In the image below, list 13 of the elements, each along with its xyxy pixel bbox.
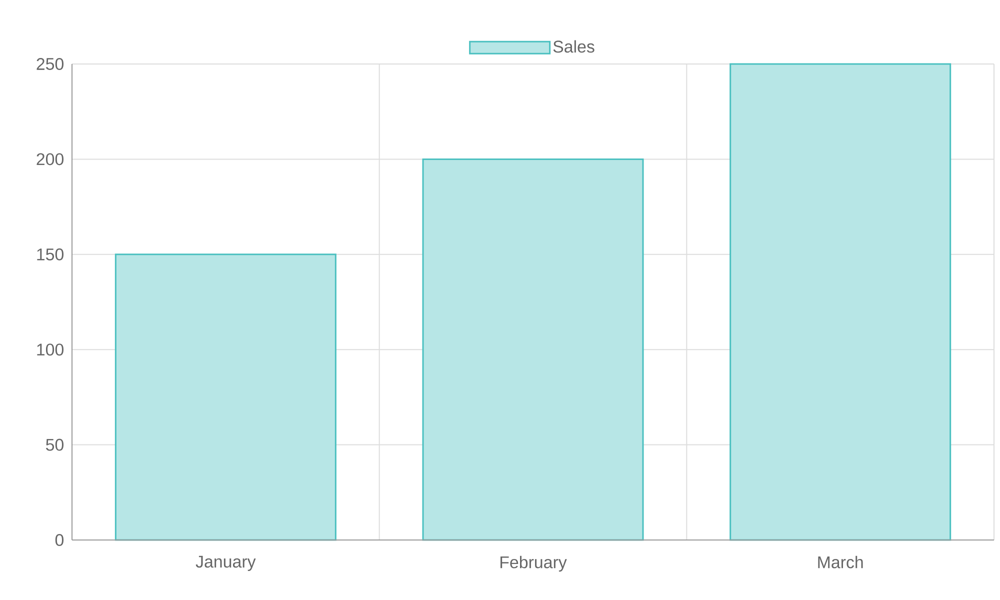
bar	[422, 158, 644, 541]
bar	[730, 63, 952, 541]
legend-label: Sales	[553, 40, 594, 53]
y-tick-label: 200	[36, 153, 64, 166]
x-tick-label: February	[500, 556, 567, 572]
y-tick-label: 250	[36, 58, 64, 70]
x-tick-label: January	[196, 556, 256, 572]
y-tick-label: 150	[37, 248, 64, 260]
x-tick-label: March	[818, 556, 863, 568]
y-tick-label: 0	[55, 534, 64, 546]
y-tick-label: 100	[37, 344, 64, 356]
bar	[114, 254, 336, 541]
y-tick-label: 50	[46, 438, 64, 451]
